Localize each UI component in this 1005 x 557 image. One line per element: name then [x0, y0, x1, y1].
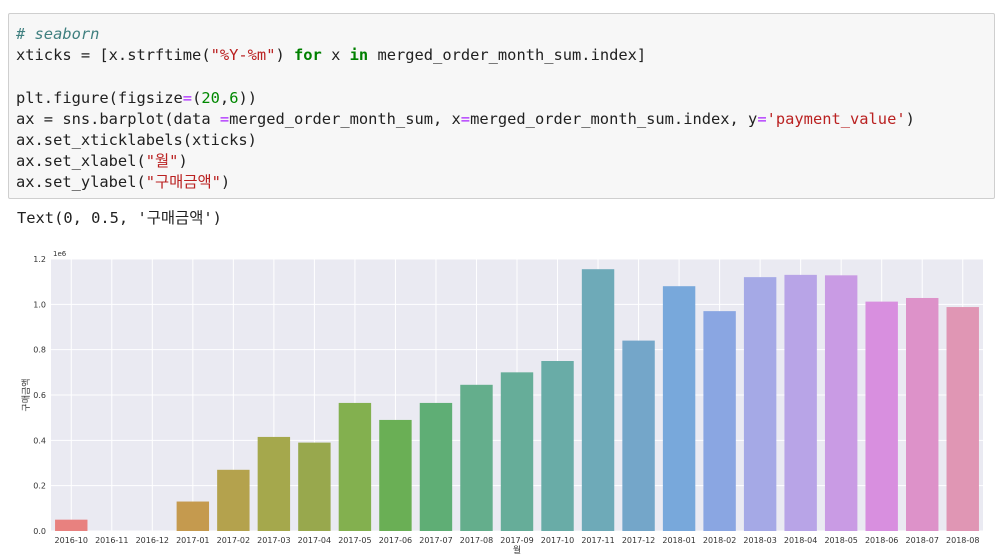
code-token: ( — [192, 88, 202, 107]
bar — [217, 469, 250, 531]
x-tick-label: 2018-08 — [946, 536, 979, 545]
bar — [541, 361, 574, 531]
y-tick-label: 0.4 — [33, 436, 46, 445]
code-line: plt.figure(figsize=(20,6)) — [16, 88, 994, 109]
x-tick-label: 2018-03 — [743, 536, 776, 545]
y-tick-label: 1.2 — [33, 255, 46, 264]
x-tick-label: 2017-11 — [581, 536, 614, 545]
bar — [743, 277, 777, 531]
code-token: ) — [220, 173, 231, 192]
code-token: ax.set_ylabel( — [16, 173, 146, 192]
code-token: merged_order_month_sum, x — [229, 109, 461, 128]
code-cell[interactable]: # seaborn xticks = [x.strftime("%Y-%m") f… — [8, 13, 995, 199]
bar — [55, 519, 88, 531]
bar — [581, 269, 615, 531]
code-token: = — [757, 109, 767, 128]
bar — [662, 286, 696, 531]
x-tick-label: 2017-03 — [257, 536, 290, 545]
code-token: # seaborn — [16, 25, 100, 43]
bar — [784, 274, 817, 531]
code-token: ax.set_xticklabels(xticks) — [16, 130, 257, 149]
bar — [460, 384, 493, 531]
x-tick-label: 2017-07 — [419, 536, 452, 545]
x-tick-label: 2018-07 — [905, 536, 938, 545]
x-tick-label: 2017-10 — [541, 536, 574, 545]
code-token: ax.set_xlabel( — [16, 152, 146, 171]
code-token: in — [349, 46, 369, 65]
code-token: = — [182, 88, 193, 107]
y-tick-label: 0.6 — [33, 391, 46, 400]
code-token: ax = sns.barplot(data — [16, 109, 220, 128]
code-token: x — [321, 46, 350, 65]
y-tick-label: 0.0 — [33, 527, 46, 536]
x-axis-label: 월 — [513, 544, 521, 556]
bar-chart: 0.0 0.2 0.4 0.6 0.8 1.0 1.2 2016-10 2016-11 2016-… — [20, 250, 983, 556]
x-tick-label: 2017-08 — [460, 536, 493, 545]
bar — [946, 307, 979, 531]
x-tick-label: 2018-02 — [703, 536, 736, 545]
code-token: plt.figure(figsize — [16, 88, 183, 107]
code-token: merged_order_month_sum.index] — [368, 46, 647, 65]
code-token: "구매금액" — [145, 173, 221, 192]
x-tick-label: 2017-09 — [500, 536, 533, 545]
code-token: ) — [178, 152, 188, 171]
code-token: = — [460, 109, 471, 128]
code-line: # seaborn — [16, 24, 994, 45]
x-tick-label: 2016-10 — [55, 536, 88, 545]
bar — [703, 311, 736, 531]
code-token: , — [219, 88, 230, 107]
x-tick-label: 2017-05 — [338, 536, 371, 545]
y-tick-label: 1.0 — [33, 300, 46, 309]
code-token: = — [219, 109, 230, 128]
y-axis-label: 구매금액 — [20, 378, 32, 411]
bar — [906, 297, 939, 531]
y-tick-label: 0.8 — [33, 346, 46, 355]
bar — [865, 301, 898, 531]
code-line — [16, 66, 994, 87]
code-token: merged_order_month_sum.index, y — [470, 109, 758, 128]
code-token: xticks = [x.strftime( — [16, 46, 211, 65]
bar — [379, 419, 412, 531]
x-tick-label: 2018-06 — [865, 536, 898, 545]
code-token: ) — [275, 46, 295, 65]
code-token: 6 — [229, 88, 239, 107]
x-tick-label: 2017-12 — [622, 536, 655, 545]
x-tick-label: 2016-12 — [136, 536, 169, 545]
x-tick-label: 2018-04 — [784, 536, 817, 545]
code-line: ax.set_xticklabels(xticks) — [16, 130, 994, 151]
bar — [298, 442, 331, 531]
code-token: ) — [905, 109, 915, 128]
x-tick-label: 2017-01 — [176, 536, 209, 545]
x-tick-label: 2018-05 — [824, 536, 857, 545]
x-tick-label: 2017-02 — [217, 536, 250, 545]
code-token: "월" — [145, 152, 179, 171]
bar — [176, 501, 210, 531]
code-token: for — [294, 46, 322, 65]
x-tick-label: 2016-11 — [95, 536, 128, 545]
y-offset-label: 1e6 — [53, 250, 67, 258]
code-line: ax = sns.barplot(data =merged_order_mont… — [16, 109, 994, 130]
bar — [824, 275, 858, 531]
x-tick-label: 2017-04 — [298, 536, 331, 545]
bar — [257, 436, 291, 531]
bar — [622, 340, 655, 531]
code-line: xticks = [x.strftime("%Y-%m") for x in m… — [16, 45, 994, 66]
code-line: ax.set_xlabel("월") — [16, 151, 994, 172]
x-tick-label: 2017-06 — [379, 536, 412, 545]
code-line: ax.set_ylabel("구매금액") — [16, 172, 994, 193]
code-token: 'payment_value' — [766, 109, 906, 128]
bar — [500, 372, 534, 531]
y-tick-label: 0.2 — [33, 482, 46, 491]
code-token: 20 — [201, 88, 220, 107]
bar — [419, 402, 453, 531]
code-token: "%Y-%m" — [210, 46, 276, 65]
bar — [338, 402, 372, 531]
code-token: )) — [238, 88, 258, 107]
x-tick-label: 2018-01 — [662, 536, 695, 545]
cell-output-text: Text(0, 0.5, '구매금액') — [17, 209, 222, 227]
